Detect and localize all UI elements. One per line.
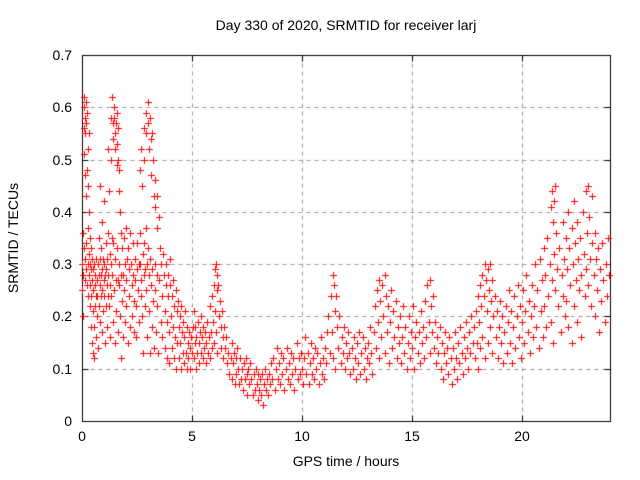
x-tick-label: 0 <box>78 428 86 444</box>
x-axis-label: GPS time / hours <box>292 453 400 469</box>
y-tick-label: 0.4 <box>52 204 72 220</box>
y-tick-label: 0 <box>64 413 72 429</box>
x-tick-label: 20 <box>514 428 530 444</box>
y-tick-label: 0.7 <box>52 47 72 63</box>
y-axis-label: SRMTID / TECUs <box>5 182 21 294</box>
y-tick-label: 0.3 <box>52 256 72 272</box>
x-tick-label: 15 <box>404 428 420 444</box>
y-tick-label: 0.6 <box>52 99 72 115</box>
y-tick-label: 0.2 <box>52 308 72 324</box>
chart-title: Day 330 of 2020, SRMTID for receiver lar… <box>215 17 477 33</box>
x-tick-label: 5 <box>188 428 196 444</box>
y-tick-label: 0.5 <box>52 152 72 168</box>
x-tick-label: 10 <box>294 428 310 444</box>
y-tick-label: 0.1 <box>52 361 72 377</box>
